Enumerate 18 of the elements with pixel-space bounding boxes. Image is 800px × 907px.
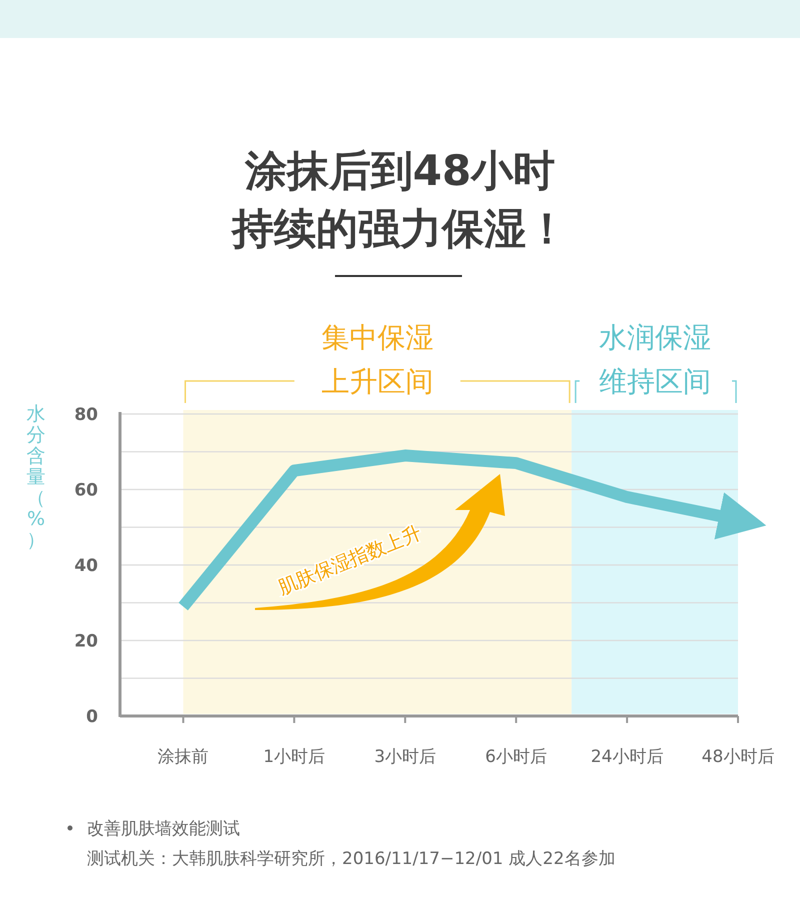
x-tick-label: 6小时后: [485, 747, 548, 767]
x-tick-label: 1小时后: [263, 747, 326, 767]
annotation: 肌肤保湿指数上升: [275, 522, 424, 600]
x-tick-label: 24小时后: [590, 747, 664, 767]
x-tick-label: 48小时后: [702, 747, 774, 767]
text: 测试机关：大韩肌肤科学研究所，2016/11/17−12/01 成人22名参加: [87, 849, 616, 869]
y-tick-label: 60: [74, 480, 98, 500]
text: 改善肌肤墙效能测试: [87, 819, 240, 839]
y-tick-label: 0: [86, 707, 98, 727]
x-tick-label: 涂抹前: [158, 747, 209, 767]
y-tick-label: 40: [74, 556, 98, 576]
x-tick-label: 3小时后: [374, 747, 436, 767]
y-tick-label: 20: [74, 632, 98, 652]
y-tick-label: 80: [74, 405, 98, 425]
y-axis-title: 水分含量（%）: [26, 403, 46, 551]
band-label: 集中保湿上升区间: [321, 321, 434, 398]
chart-title: 涂抹后到48小时持续的强力保湿！: [230, 146, 568, 253]
band-label: 水润保湿维持区间: [598, 321, 711, 398]
